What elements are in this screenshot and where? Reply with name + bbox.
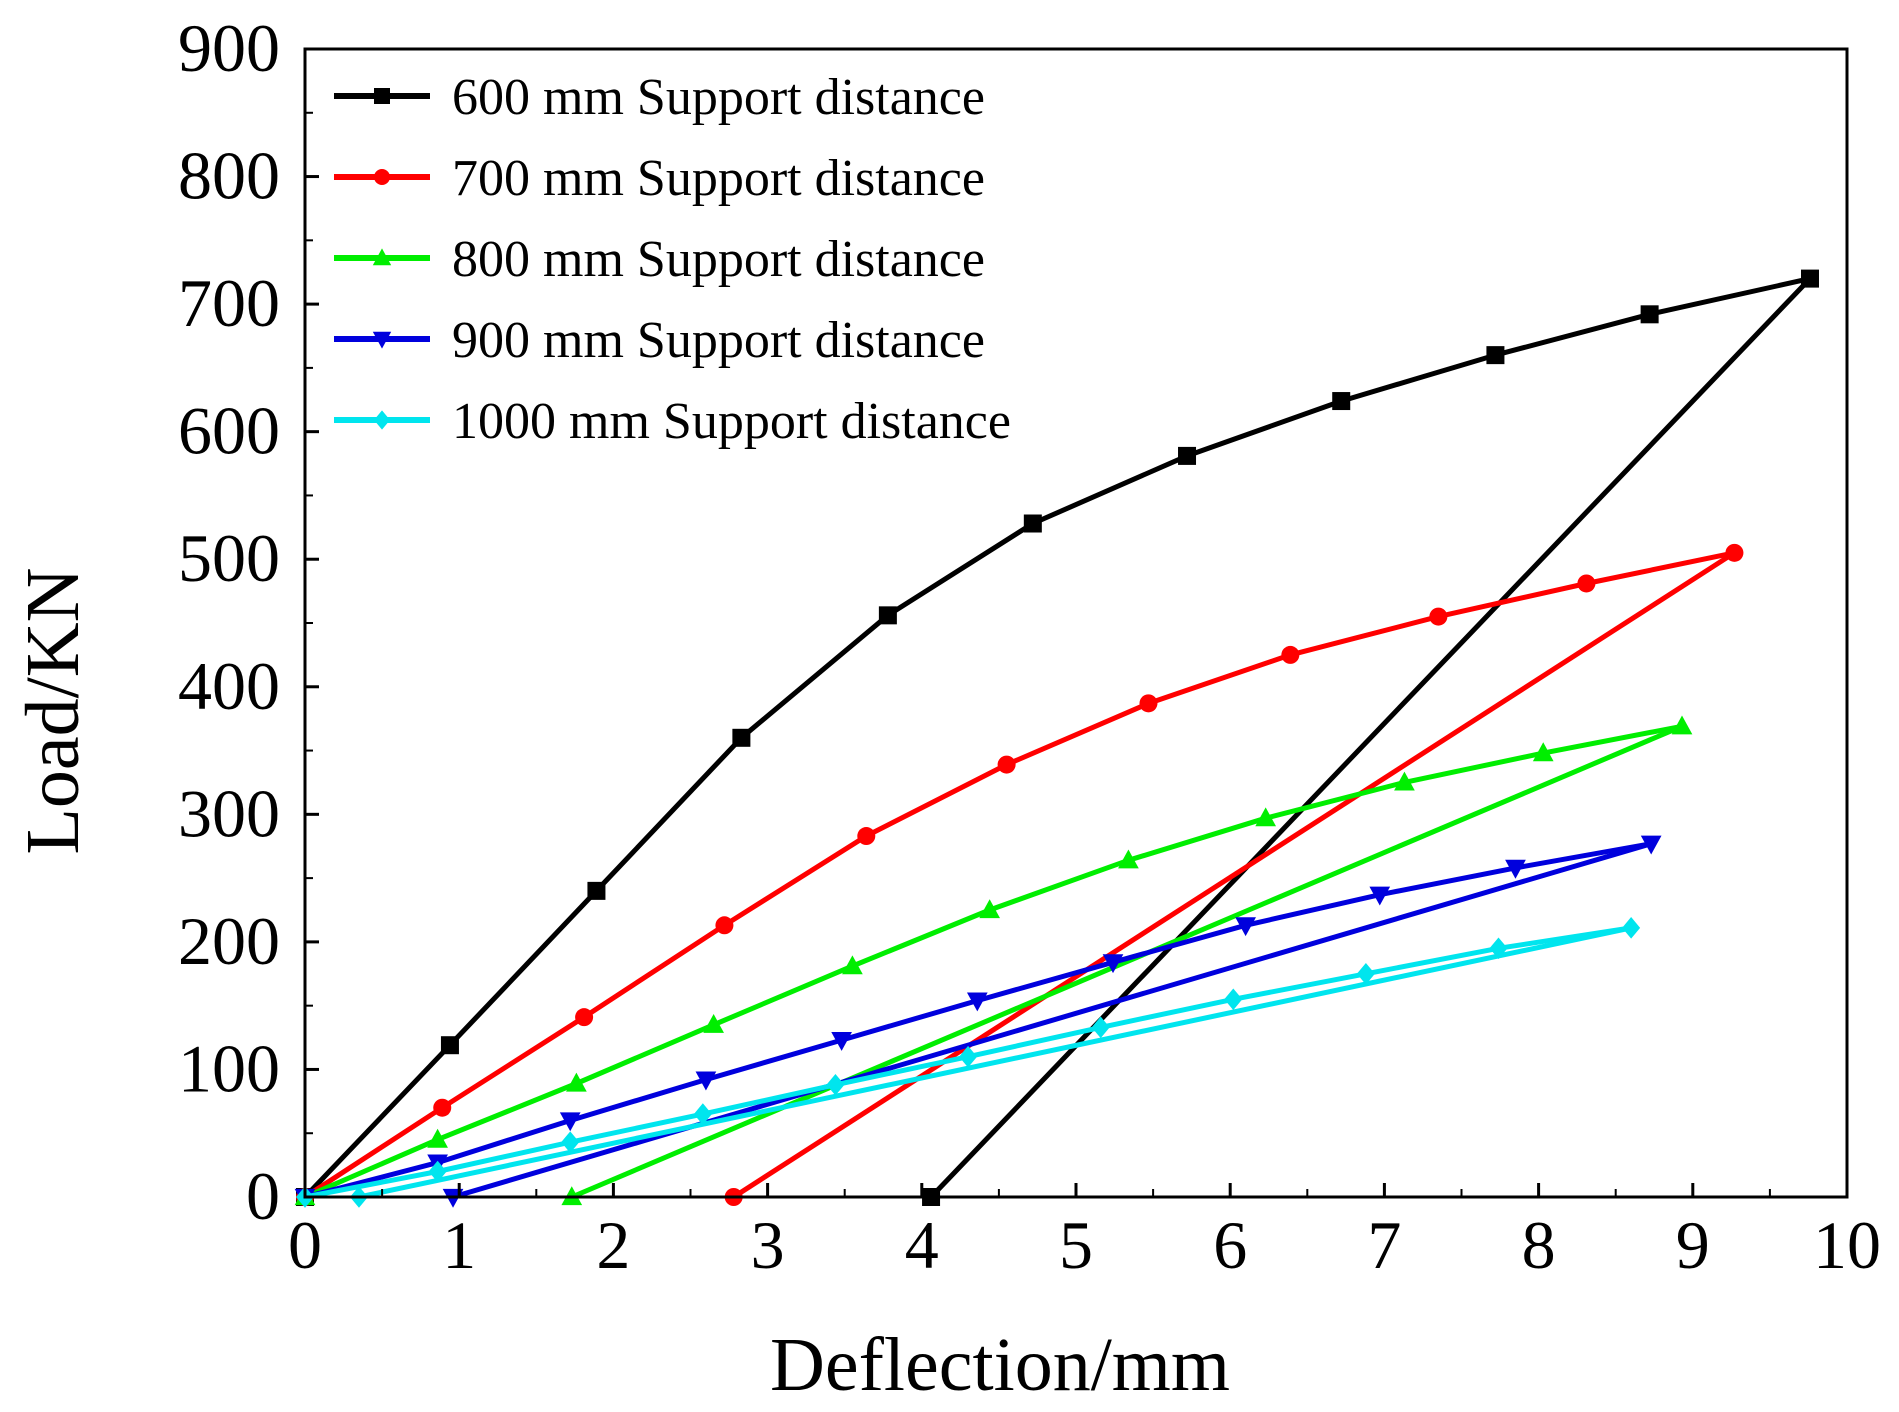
legend-swatch-marker bbox=[374, 410, 390, 430]
data-point bbox=[693, 1103, 712, 1125]
data-point bbox=[1532, 742, 1554, 762]
data-point bbox=[1369, 886, 1391, 906]
data-point bbox=[1489, 937, 1508, 960]
series-unloading-line bbox=[570, 723, 1683, 1200]
x-tick-label: 4 bbox=[905, 1207, 939, 1283]
data-point bbox=[1640, 835, 1662, 855]
data-point bbox=[1671, 715, 1693, 735]
x-axis-title: Deflection/mm bbox=[770, 1323, 1230, 1407]
data-point bbox=[1139, 694, 1158, 713]
x-tick-label: 3 bbox=[751, 1207, 785, 1283]
series-unloading-line bbox=[358, 925, 1632, 1200]
data-point bbox=[1640, 305, 1659, 324]
data-point bbox=[1102, 954, 1124, 974]
y-tick-label: 0 bbox=[246, 1158, 280, 1234]
data-point bbox=[966, 992, 988, 1012]
y-tick-label: 900 bbox=[178, 10, 280, 86]
legend-label: 900 mm Support distance bbox=[452, 312, 985, 369]
data-point bbox=[1486, 346, 1505, 365]
data-point bbox=[826, 1073, 845, 1096]
legend-label: 1000 mm Support distance bbox=[452, 393, 1011, 450]
legend-item: 700 mm Support distance bbox=[334, 150, 985, 207]
y-tick-label: 300 bbox=[178, 775, 280, 851]
series-5 bbox=[296, 917, 1641, 1208]
data-point bbox=[857, 827, 876, 846]
data-point bbox=[1394, 771, 1415, 791]
y-axis-title: Load/KN bbox=[11, 567, 95, 854]
legend-label: 800 mm Support distance bbox=[452, 231, 985, 288]
legend-label: 700 mm Support distance bbox=[452, 150, 985, 207]
data-point bbox=[1725, 543, 1744, 562]
data-point bbox=[566, 1072, 587, 1092]
y-tick-label: 100 bbox=[178, 1030, 280, 1106]
data-point bbox=[559, 1112, 581, 1132]
data-point bbox=[587, 881, 606, 900]
data-point bbox=[427, 1128, 448, 1148]
data-point bbox=[1178, 446, 1197, 465]
data-point bbox=[1224, 988, 1243, 1011]
y-tick-label: 400 bbox=[178, 648, 280, 724]
data-point bbox=[1622, 917, 1641, 939]
x-tick-label: 1 bbox=[442, 1207, 476, 1283]
data-point bbox=[1800, 269, 1819, 288]
legend-item: 1000 mm Support distance bbox=[334, 393, 1011, 450]
x-tick-label: 5 bbox=[1059, 1207, 1093, 1283]
data-point bbox=[695, 1071, 717, 1091]
legend-swatch-marker bbox=[372, 248, 392, 266]
data-point bbox=[703, 1014, 724, 1033]
data-point bbox=[1332, 392, 1351, 411]
data-point bbox=[433, 1098, 452, 1117]
series-layer bbox=[294, 269, 1819, 1208]
legend: 600 mm Support distance 700 mm Support di… bbox=[334, 69, 1011, 450]
data-point bbox=[831, 1032, 852, 1051]
x-tick-label: 10 bbox=[1813, 1207, 1881, 1283]
data-point bbox=[959, 1045, 978, 1068]
x-tick-label: 6 bbox=[1213, 1207, 1247, 1283]
data-point bbox=[1281, 645, 1300, 664]
y-tick-label: 700 bbox=[178, 265, 280, 341]
data-point bbox=[561, 1131, 580, 1153]
data-point bbox=[575, 1008, 594, 1027]
y-tick-label: 500 bbox=[178, 520, 280, 596]
data-point bbox=[1577, 574, 1596, 593]
data-point bbox=[1505, 859, 1526, 879]
x-tick-label: 2 bbox=[596, 1207, 630, 1283]
x-tick-label: 9 bbox=[1676, 1207, 1710, 1283]
legend-item: 900 mm Support distance bbox=[334, 312, 985, 369]
data-point bbox=[878, 606, 897, 625]
legend-swatch-marker bbox=[374, 169, 390, 185]
data-point bbox=[1429, 607, 1448, 626]
series-unloading-line bbox=[732, 550, 1736, 1200]
legend-item: 600 mm Support distance bbox=[334, 69, 985, 126]
data-point bbox=[842, 955, 863, 975]
y-tick-label: 600 bbox=[178, 393, 280, 469]
data-point bbox=[1091, 1016, 1110, 1039]
series-unloading-line bbox=[452, 841, 1652, 1200]
y-tick-label: 800 bbox=[178, 138, 280, 214]
data-point bbox=[997, 755, 1016, 774]
x-tick-label: 7 bbox=[1367, 1207, 1401, 1283]
legend-item: 800 mm Support distance bbox=[334, 231, 985, 288]
legend-swatch-marker bbox=[374, 88, 390, 104]
data-point bbox=[1255, 807, 1277, 827]
legend-swatch-marker bbox=[372, 331, 392, 349]
data-point bbox=[428, 1160, 447, 1183]
x-tick-label: 8 bbox=[1522, 1207, 1556, 1283]
data-point bbox=[1356, 962, 1375, 985]
data-point bbox=[732, 728, 751, 747]
data-point bbox=[1235, 917, 1256, 937]
data-point bbox=[1023, 514, 1042, 533]
legend-label: 600 mm Support distance bbox=[452, 69, 985, 126]
y-tick-label: 200 bbox=[178, 903, 280, 979]
data-point bbox=[979, 899, 1000, 919]
data-point bbox=[440, 1036, 459, 1055]
data-point bbox=[1118, 849, 1139, 869]
x-tick-label: 0 bbox=[288, 1207, 322, 1283]
data-point bbox=[715, 916, 734, 935]
